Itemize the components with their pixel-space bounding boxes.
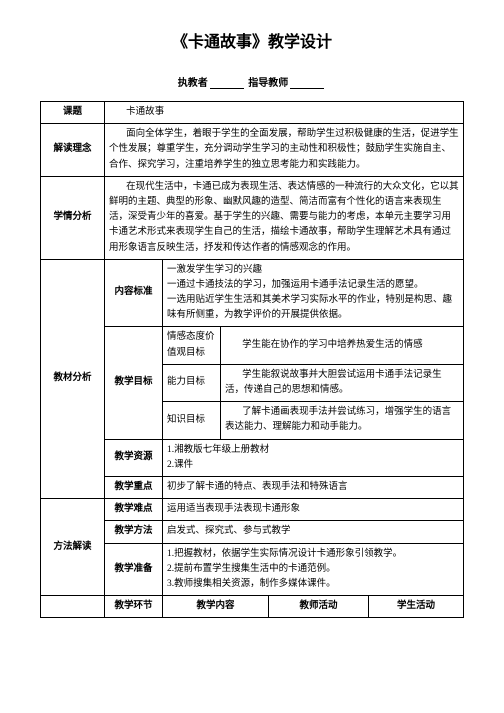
goal-knowledge-text: 了解卡通画表现手法并尝试练习，增强学生的语言表达能力、理解能力和动手能力。	[221, 402, 464, 439]
difficulty-label: 教学难点	[105, 499, 163, 521]
method-label: 方法解读	[41, 499, 105, 596]
table-row: 学情分析 在现代生活中，卡通已成为表现生活、表达情感的一种流行的大众文化，它以其…	[41, 176, 464, 259]
teach-method-text: 启发式、探究式、参与式教学	[163, 521, 464, 543]
resource-text: 1.湘教版七年级上册教材 2.课件	[163, 439, 464, 476]
author-blank	[210, 77, 244, 89]
topic-label: 课题	[41, 102, 105, 124]
teacher-label: 教师活动	[269, 596, 369, 618]
difficulty-text: 运用适当表现手法表现卡通形象	[163, 499, 464, 521]
table-row: 教学方法 启发式、探究式、参与式教学	[41, 521, 464, 543]
resource-label: 教学资源	[105, 439, 163, 476]
situation-label: 学情分析	[41, 176, 105, 259]
goals-label: 教学目标	[105, 327, 163, 439]
goal-ability-label: 能力目标	[163, 364, 221, 401]
table-row: 教学环节 教学内容 教师活动 学生活动	[41, 596, 464, 618]
table-row: 教学资源 1.湘教版七年级上册教材 2.课件	[41, 439, 464, 476]
prep-text: 1.把握教材，依据学生实际情况设计卡通形象引领教学。 2.提前布置学生搜集生活中…	[163, 543, 464, 596]
table-row: 教学目标 情感态度价值观目标 学生能在协作的学习中培养热爱生活的情感	[41, 327, 464, 364]
author-label: 执教者	[178, 78, 208, 89]
byline: 执教者 指导教师	[40, 74, 464, 89]
student-label: 学生活动	[369, 596, 464, 618]
table-row: 解读理念 面向全体学生，着眼于学生的全面发展，帮助学生过积极健康的生活，促进学生…	[41, 124, 464, 177]
page-title: 《卡通故事》教学设计	[40, 28, 464, 52]
table-row: 课题 卡通故事	[41, 102, 464, 124]
goal-ability-text: 学生能叙说故事并大胆尝试运用卡通手法记录生活，传递自己的思想和情感。	[221, 364, 464, 401]
keypoint-label: 教学重点	[105, 476, 163, 498]
table-row: 方法解读 教学难点 运用适当表现手法表现卡通形象	[41, 499, 464, 521]
teach-method-label: 教学方法	[105, 521, 163, 543]
table-row: 教学重点 初步了解卡通的特点、表现手法和特殊语言	[41, 476, 464, 498]
goal-emotion-text: 学生能在协作的学习中培养热爱生活的情感	[221, 327, 464, 364]
topic-text: 卡通故事	[105, 102, 464, 124]
lesson-plan-table: 课题 卡通故事 解读理念 面向全体学生，着眼于学生的全面发展，帮助学生过积极健康…	[40, 101, 464, 618]
goal-knowledge-label: 知识目标	[163, 402, 221, 439]
advisor-label: 指导教师	[248, 78, 288, 89]
concept-text: 面向全体学生，着眼于学生的全面发展，帮助学生过积极健康的生活，促进学生个性发展；…	[105, 124, 464, 177]
material-label: 教材分析	[41, 259, 105, 498]
content-label: 教学内容	[163, 596, 269, 618]
content-std-text: 一激发学生学习的兴趣 一通过卡通技法的学习，加强运用卡通手法记录生活的愿望。 一…	[163, 259, 464, 327]
stage-label: 教学环节	[105, 596, 163, 618]
table-row: 教材分析 内容标准 一激发学生学习的兴趣 一通过卡通技法的学习，加强运用卡通手法…	[41, 259, 464, 327]
prep-label: 教学准备	[105, 543, 163, 596]
advisor-blank	[290, 77, 324, 89]
concept-label: 解读理念	[41, 124, 105, 177]
table-row: 教学准备 1.把握教材，依据学生实际情况设计卡通形象引领教学。 2.提前布置学生…	[41, 543, 464, 596]
content-std-label: 内容标准	[105, 259, 163, 327]
keypoint-text: 初步了解卡通的特点、表现手法和特殊语言	[163, 476, 464, 498]
empty-cell	[41, 596, 105, 618]
goal-emotion-label: 情感态度价值观目标	[163, 327, 221, 364]
situation-text: 在现代生活中，卡通已成为表现生活、表达情感的一种流行的大众文化，它以其鲜明的主题…	[105, 176, 464, 259]
